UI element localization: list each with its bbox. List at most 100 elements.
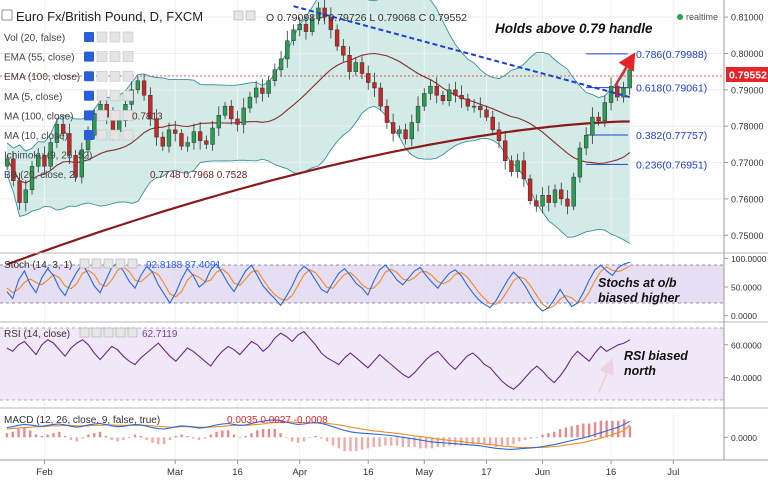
- candle-body: [534, 200, 539, 207]
- indicator-label: MA (5, close): [4, 92, 62, 103]
- candle-body: [627, 69, 632, 89]
- stoch-annotation-line2: biased higher: [598, 291, 680, 305]
- macd-histogram-bar: [34, 434, 38, 438]
- macd-histogram-bar: [395, 437, 399, 446]
- indicator-close-button: [122, 51, 134, 62]
- macd-histogram-bar: [273, 429, 276, 438]
- indicator-close-button: [122, 31, 134, 43]
- rsi-eye-button[interactable]: [91, 327, 102, 338]
- stoch-settings-button[interactable]: [79, 258, 90, 269]
- candle-body: [440, 95, 446, 101]
- macd-histogram-bar: [576, 424, 579, 438]
- indicator-settings-icon: [84, 71, 94, 82]
- candle-body: [484, 109, 489, 118]
- indicator-label: BB (20, close, 2): [4, 170, 78, 181]
- macd-histogram-bar: [471, 437, 474, 445]
- macd-histogram-bar: [442, 437, 445, 447]
- macd-histogram-bar: [314, 435, 317, 438]
- candle-body: [247, 96, 253, 109]
- settings-button[interactable]: [233, 10, 244, 21]
- stoch-more-button[interactable]: [127, 258, 138, 269]
- price-panel: 0.786(0.79988) 0.618(0.79061) 0.382(0.7775…: [0, 0, 724, 460]
- candle-body: [23, 189, 28, 203]
- candle-body: [135, 80, 141, 91]
- rsi-add-button[interactable]: [103, 327, 114, 338]
- macd-histogram-bar: [535, 437, 538, 438]
- macd-histogram-bar: [448, 437, 451, 446]
- macd-histogram-bar: [244, 435, 247, 438]
- macd-histogram-bar: [587, 423, 591, 438]
- macd-histogram-bar: [186, 435, 189, 438]
- indicator-hide-button: [96, 110, 108, 121]
- macd-histogram-bar: [500, 437, 504, 446]
- rsi-label-buttons: [79, 327, 138, 338]
- symbol-title: Euro Fx/British Pound, D, FXCM: [16, 9, 203, 24]
- candle-body: [415, 105, 421, 123]
- time-tick-label: May: [415, 467, 433, 478]
- indicator-add-button: [109, 129, 121, 141]
- chart-annotations: Holds above 0.79 handle Stochs at o/b bi…: [495, 21, 688, 378]
- axis-tick-label: 40.0000: [731, 373, 762, 383]
- macd-histogram-bar: [261, 429, 265, 438]
- stoch-eye-button[interactable]: [91, 258, 102, 269]
- rsi-band: [0, 328, 724, 400]
- fib-level-label: 0.786(0.79988): [636, 49, 707, 61]
- candle-body: [278, 58, 284, 71]
- candle-body: [509, 160, 514, 172]
- candle-body: [540, 195, 545, 207]
- macd-histogram-bar: [529, 437, 533, 439]
- rsi-more-button[interactable]: [127, 327, 138, 338]
- macd-histogram-bar: [104, 435, 108, 438]
- candle-body: [92, 113, 97, 136]
- candle-body: [141, 80, 147, 96]
- macd-histogram-bar: [46, 434, 49, 438]
- macd-histogram-bar: [133, 434, 137, 438]
- indicator-close-button: [122, 129, 134, 141]
- macd-histogram-bar: [110, 437, 113, 441]
- macd-histogram-bar: [407, 437, 410, 447]
- indicator-label: MA (10, close): [4, 131, 68, 142]
- rsi-value: 62.7119: [142, 329, 178, 340]
- indicator-hide-button: [96, 31, 108, 43]
- macd-histogram-bar: [58, 431, 61, 438]
- macd-histogram-bar: [226, 430, 230, 438]
- time-tick-label: Feb: [36, 467, 52, 478]
- symbol-checkbox[interactable]: [1, 9, 13, 21]
- macd-axis-ticks: 0.0000: [724, 433, 757, 443]
- rsi-annotation-line1: RSI biased: [624, 349, 688, 363]
- candle-body: [615, 85, 620, 98]
- stoch-add-button[interactable]: [103, 258, 114, 269]
- candle-body: [521, 160, 527, 180]
- rsi-settings-button[interactable]: [79, 327, 90, 338]
- rsi-close-button[interactable]: [115, 327, 126, 338]
- rsi-label: RSI (14, close): [4, 329, 70, 340]
- macd-histogram-bar: [378, 437, 381, 447]
- stoch-axis-ticks: 100.0000 50.0000 0.0000: [724, 254, 767, 321]
- indicator-add-button: [109, 51, 121, 62]
- price-tick-label: 0.76000: [731, 194, 764, 204]
- candle-body: [185, 142, 190, 147]
- indicator-settings-icon: [84, 110, 94, 121]
- candle-body: [148, 95, 153, 120]
- time-tick-label: 16: [232, 467, 243, 478]
- candle-body: [266, 80, 271, 94]
- macd-histogram-bar: [553, 431, 556, 438]
- candle-body: [11, 158, 16, 181]
- fibonacci-levels: 0.786(0.79988) 0.618(0.79061) 0.382(0.7775…: [586, 49, 707, 171]
- candle-body: [334, 29, 340, 47]
- macd-values: 0.0035 0.0027 -0.0008: [227, 415, 328, 426]
- stoch-close-button[interactable]: [115, 258, 126, 269]
- macd-histogram-bar: [413, 437, 416, 447]
- macd-histogram-bar: [477, 437, 480, 445]
- macd-histogram-bar: [308, 437, 311, 438]
- close-button[interactable]: [245, 10, 256, 21]
- macd-histogram-bar: [203, 437, 207, 439]
- candle-body: [4, 158, 10, 167]
- price-tick-label: 0.78000: [731, 122, 764, 132]
- candle-body: [197, 131, 203, 141]
- candle-body: [166, 129, 172, 147]
- macd-histogram-bar: [331, 437, 335, 446]
- macd-histogram-bar: [337, 437, 340, 449]
- candle-body: [621, 87, 626, 98]
- macd-histogram-bar: [389, 437, 393, 446]
